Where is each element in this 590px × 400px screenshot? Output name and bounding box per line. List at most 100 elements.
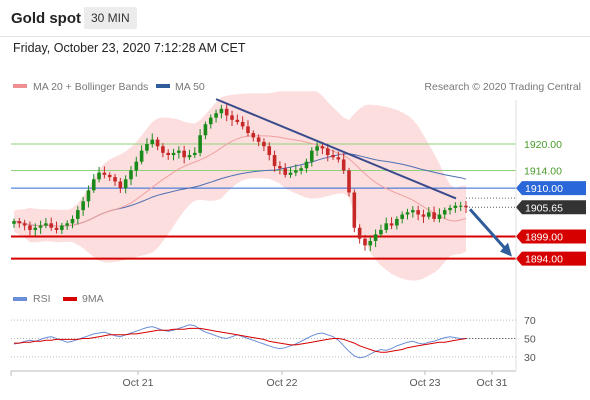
candle-body-2	[22, 223, 27, 226]
chart-title: Gold spot	[11, 10, 81, 27]
candle-body-60	[331, 155, 335, 158]
candle-body-51	[283, 168, 287, 175]
candle-body-50	[278, 166, 282, 169]
candle-body-39	[219, 108, 224, 114]
candle-body-1	[17, 221, 22, 224]
candle-body-76	[416, 210, 420, 215]
level-label-1910-00: 1910.00	[525, 183, 563, 195]
candle-body-67	[368, 240, 373, 246]
copyright-label: Research © 2020 Trading Central	[424, 81, 581, 93]
candle-body-53	[294, 170, 298, 173]
level-badge-1910-00	[516, 181, 586, 196]
rsi-tick-70: 70	[524, 315, 536, 327]
candle-body-66	[363, 238, 367, 246]
candle-body-7	[49, 223, 54, 228]
candle-body-71	[389, 223, 394, 226]
candle-body-41	[230, 115, 234, 120]
candle-body-82	[448, 207, 452, 211]
candle-body-65	[357, 227, 362, 239]
candle-body-83	[453, 205, 458, 208]
candle-body-23	[134, 161, 139, 171]
candle-body-38	[214, 113, 218, 118]
candle-body-46	[256, 137, 261, 142]
rsi-ma-legend-swatch	[63, 297, 77, 301]
candle-body-15	[91, 179, 96, 191]
rsi-tick-30: 30	[524, 352, 536, 364]
level-badge-1899-00	[516, 229, 586, 244]
level-label-1914-00: 1914.00	[524, 165, 562, 177]
candle-body-48	[267, 146, 272, 156]
candle-body-79	[432, 212, 436, 219]
x-tick-label-2: Oct 23	[410, 377, 441, 389]
x-tick-label-1: Oct 22	[267, 377, 298, 389]
candle-body-70	[384, 223, 389, 230]
x-tick-label-0: Oct 21	[123, 377, 154, 389]
bollinger-band	[14, 91, 466, 281]
candle-body-61	[336, 157, 341, 160]
candle-body-58	[320, 146, 325, 149]
candle-body-27	[155, 139, 160, 147]
ma20-legend-label: MA 20 + Bollinger Bands	[33, 81, 148, 93]
candle-body-11	[70, 218, 75, 224]
ma50-legend-label: MA 50	[175, 81, 205, 93]
candle-body-5	[38, 225, 43, 228]
rsi-tick-50: 50	[524, 334, 536, 346]
rsi-panel: 70 50 30	[11, 315, 536, 364]
candle-body-24	[139, 150, 144, 162]
forecast-arrow-line	[468, 208, 509, 252]
candle-body-77	[421, 214, 426, 217]
candle-body-40	[224, 108, 229, 116]
ma50-legend-swatch	[156, 84, 170, 88]
level-label-1899-00: 1899.00	[525, 232, 563, 244]
candle-body-29	[166, 152, 171, 156]
candle-body-20	[118, 181, 123, 189]
candle-body-75	[411, 210, 415, 213]
candle-body-32	[182, 150, 186, 158]
rsi-ma-line	[14, 327, 467, 353]
candle-body-85	[464, 205, 468, 208]
candle-body-36	[203, 124, 208, 136]
candle-body-34	[193, 152, 197, 156]
candle-body-33	[187, 155, 192, 158]
candle-body-4	[33, 227, 38, 230]
rsi-legend-label: RSI	[33, 293, 51, 305]
ma20-legend-swatch	[13, 84, 27, 88]
candle-body-25	[145, 144, 149, 151]
candle-body-81	[442, 210, 447, 215]
candle-body-55	[304, 161, 309, 169]
current-price-label: 1905.65	[525, 202, 563, 214]
candle-body-84	[458, 205, 463, 207]
candle-body-43	[240, 122, 245, 127]
candle-body-9	[60, 225, 64, 230]
candle-body-12	[76, 210, 80, 219]
candle-body-0	[12, 221, 16, 224]
timeframe-badge[interactable]: 30 MIN	[84, 7, 137, 29]
x-tick-label-3: Oct 31	[477, 377, 508, 389]
rsi-legend-swatch	[13, 297, 27, 301]
candle-body-45	[251, 133, 256, 138]
current-price-badge	[516, 200, 586, 215]
candle-body-3	[28, 225, 32, 230]
candle-body-30	[171, 152, 176, 156]
forecast-arrow-head	[500, 242, 512, 257]
candle-body-28	[161, 146, 165, 153]
candle-body-35	[198, 135, 202, 153]
candle-body-56	[309, 150, 314, 162]
datetime-label: Friday, October 23, 2020 7:12:28 AM CET	[13, 41, 246, 55]
candle-body-57	[315, 146, 319, 151]
candle-body-8	[54, 227, 59, 230]
candle-body-63	[347, 170, 351, 193]
downtrend-line	[215, 98, 457, 200]
candle-body-18	[107, 174, 112, 178]
rsi-line	[13, 324, 466, 359]
candle-body-49	[272, 155, 277, 167]
candle-body-21	[123, 179, 128, 189]
candle-body-69	[379, 229, 383, 235]
candle-body-10	[65, 223, 69, 226]
candle-body-68	[373, 234, 378, 241]
candle-body-26	[150, 139, 155, 145]
level-label-1894-00: 1894.00	[525, 254, 563, 266]
candle-body-22	[129, 170, 133, 180]
